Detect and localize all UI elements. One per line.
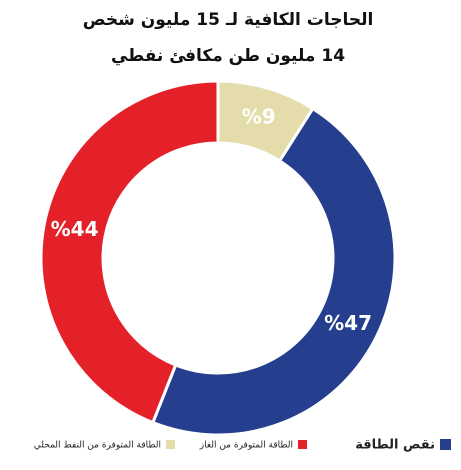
- legend-swatch: [298, 440, 307, 449]
- legend-label: نقص الطاقة: [355, 438, 435, 453]
- value-label: %9: [242, 104, 276, 128]
- slice: [150, 106, 397, 437]
- legend-label: الطاقة المتوفرة من النفط المحلي: [34, 441, 161, 451]
- value-label: %44: [51, 217, 99, 241]
- legend-swatch: [440, 439, 451, 450]
- value-label: %47: [324, 311, 372, 335]
- chart-subtitle: 14 مليون طن مكافئ نفطي: [111, 46, 345, 66]
- chart-title: الحاجات الكافية لـ 15 مليون شخص: [83, 10, 374, 30]
- legend-swatch: [166, 440, 175, 449]
- slice: [39, 79, 220, 425]
- legend-label: الطاقة المتوفرة من الغاز: [199, 441, 293, 451]
